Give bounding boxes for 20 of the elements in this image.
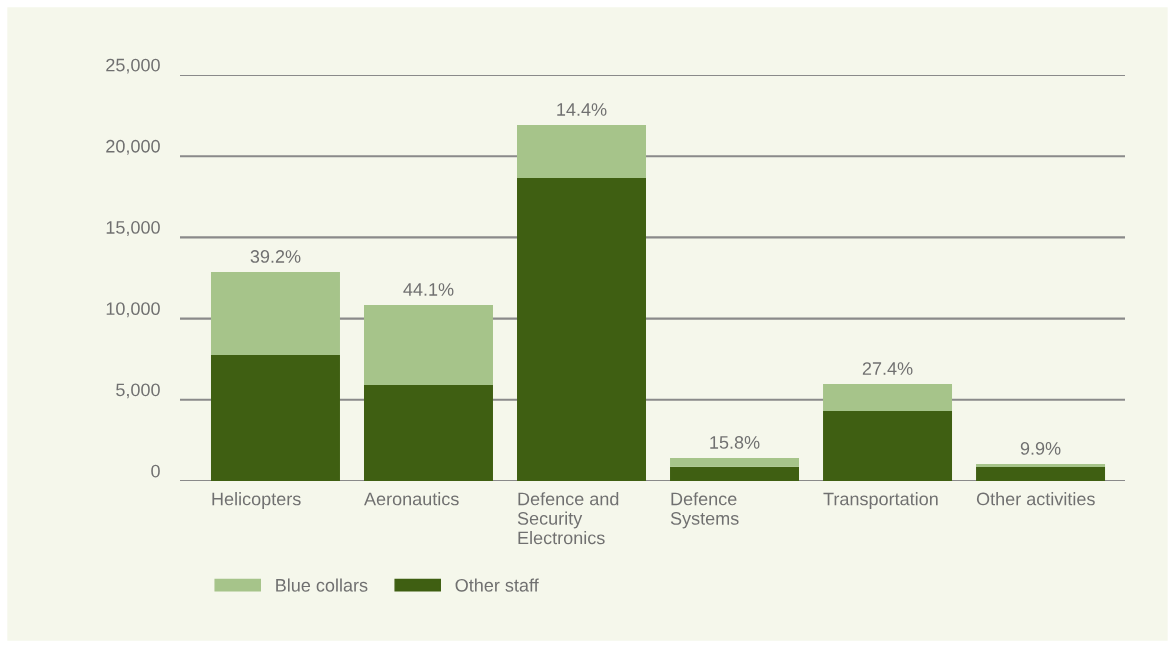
x-tick-label: Defence Systems — [670, 492, 739, 529]
annotation: 14.4% — [557, 103, 607, 116]
legend-label: Other staff — [455, 578, 539, 592]
x-tick-label: Aeronautics — [364, 492, 459, 506]
x-tick-label: Helicopters — [212, 492, 301, 509]
y-tick-label: 0 — [151, 464, 160, 478]
x-tick-label: Transportation — [823, 492, 938, 509]
legend-label: Blue collars — [276, 578, 368, 592]
y-tick-label: 10,000 — [106, 302, 160, 318]
y-tick-label: 5,000 — [116, 383, 160, 399]
x-tick-label: Other activities — [976, 492, 1095, 506]
y-tick-label: 20,000 — [106, 139, 160, 155]
annotation: 15.8% — [710, 436, 760, 449]
annotation: 9.9% — [1020, 442, 1061, 455]
y-tick-label: 15,000 — [106, 221, 160, 236]
annotation: 44.1% — [403, 283, 454, 296]
y-tick-label: 25,000 — [106, 58, 160, 74]
x-tick-label: Defence and Security Electronics — [517, 492, 619, 545]
annotation: 39.2% — [250, 250, 301, 263]
annotation: 27.4% — [862, 362, 913, 375]
